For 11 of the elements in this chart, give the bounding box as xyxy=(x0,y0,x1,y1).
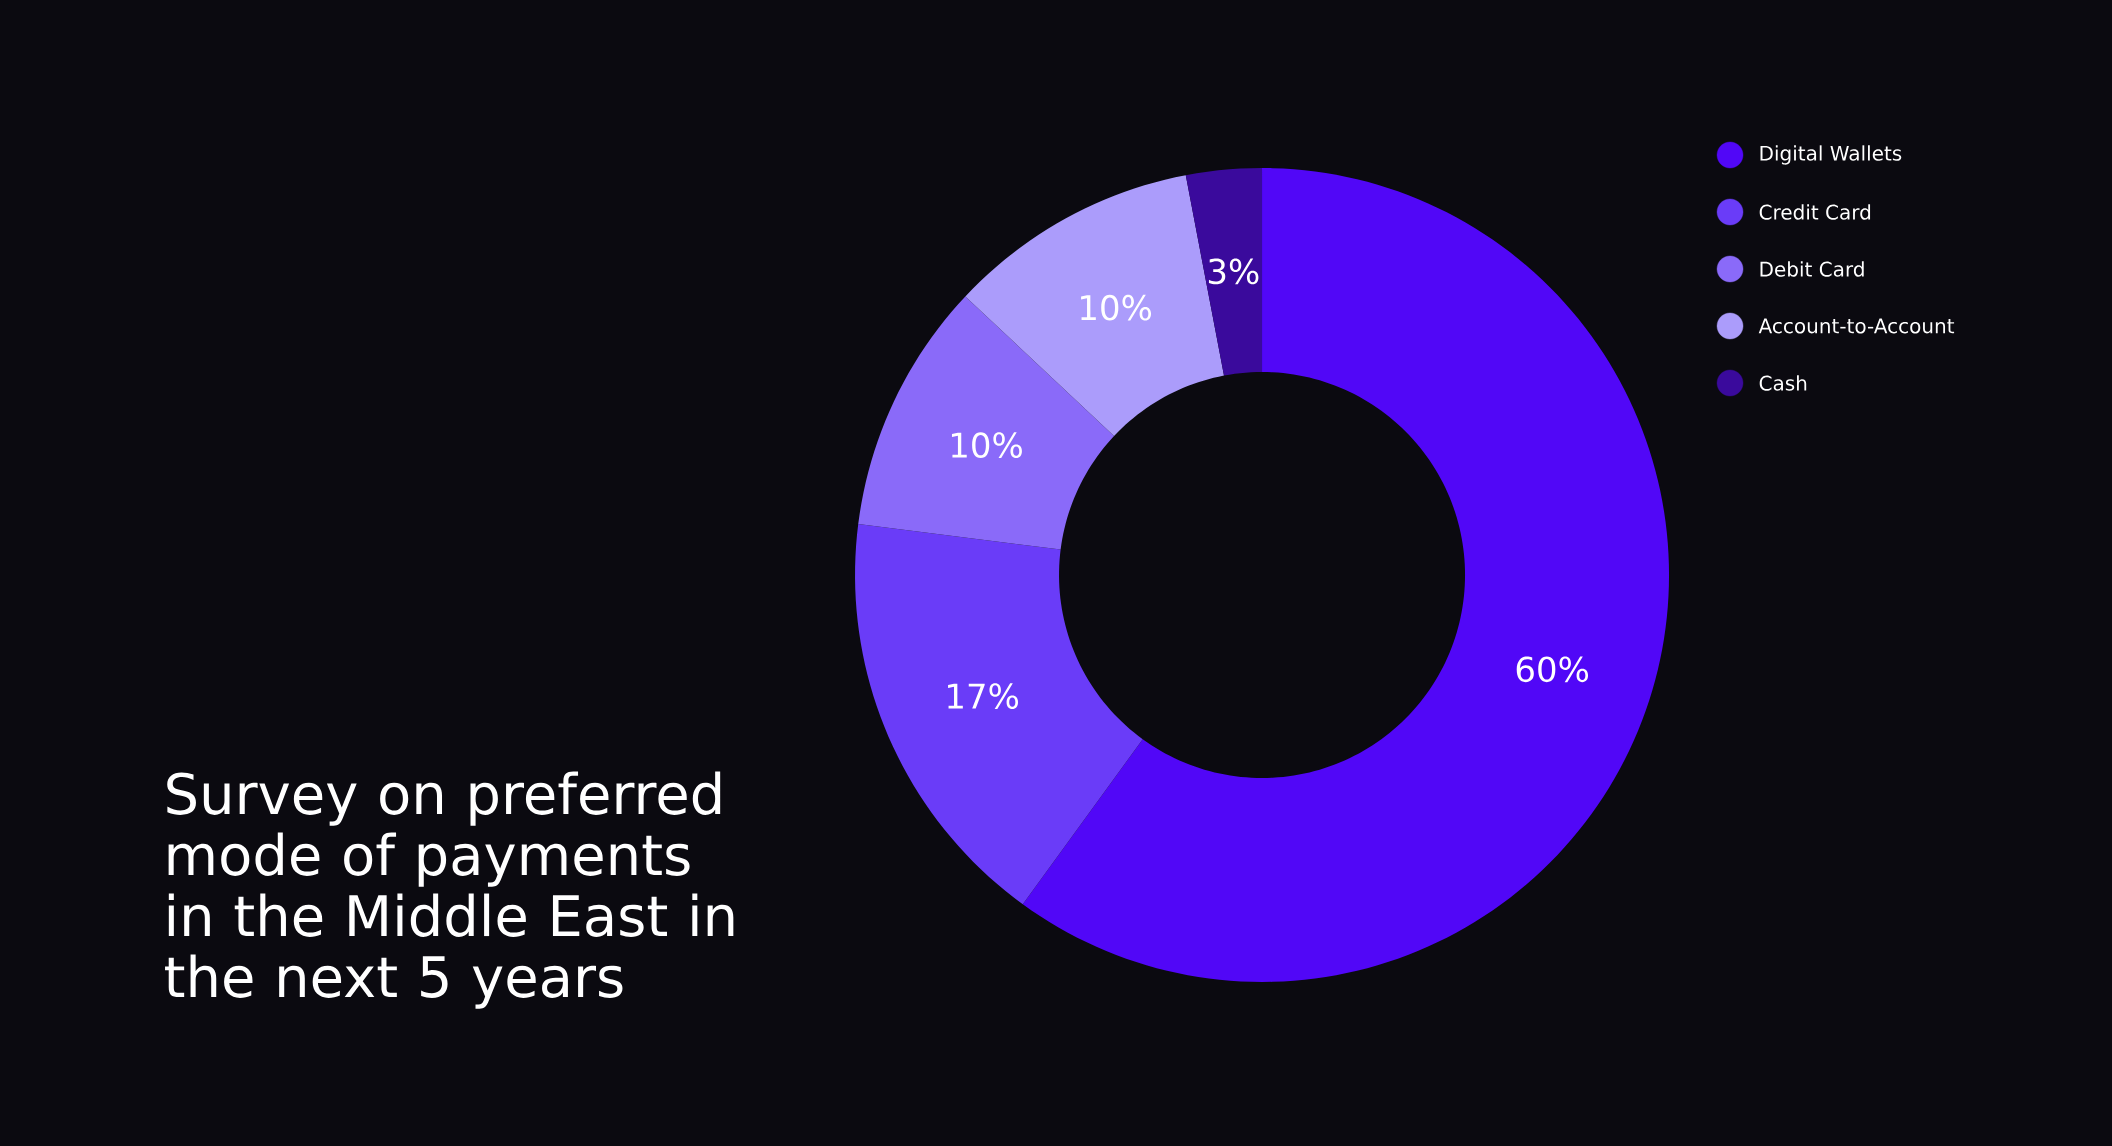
data-label: 17% xyxy=(948,683,1019,709)
legend-label: Debit Card xyxy=(1760,261,1864,277)
legend-label: Digital Wallets xyxy=(1760,145,1902,165)
legend-label: Cash xyxy=(1759,375,1807,391)
data-label: 60% xyxy=(1516,656,1589,683)
legend-label: Credit Card xyxy=(1759,204,1871,220)
data-label: 10% xyxy=(1081,294,1152,321)
legend-label: Account-to-Account xyxy=(1758,318,1955,334)
data-label: 3% xyxy=(1208,258,1259,285)
text: Survey on preferred mode of payments in the Middle East in the next 5 years xyxy=(165,771,734,1009)
data-label: 10% xyxy=(951,432,1022,458)
